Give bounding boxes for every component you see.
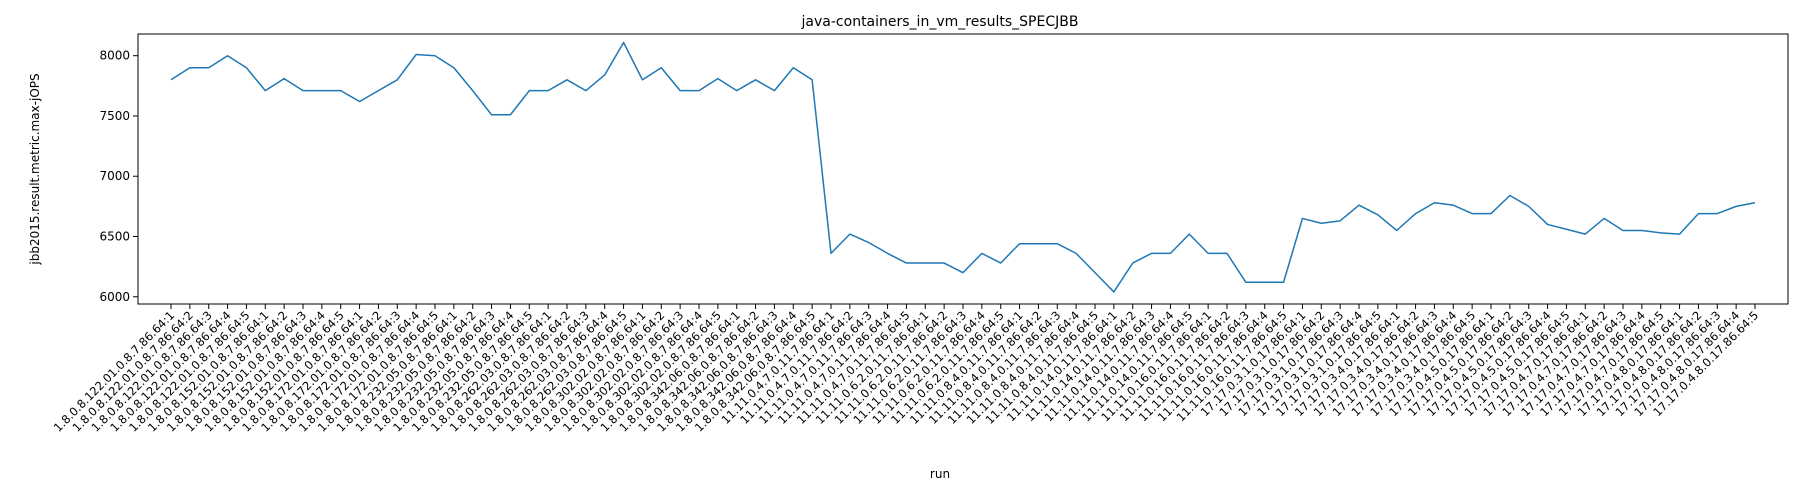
- data-point: [1414, 212, 1417, 215]
- data-point: [528, 89, 531, 92]
- data-point: [1754, 201, 1757, 204]
- y-tick-label: 7500: [99, 109, 130, 123]
- data-point: [1376, 213, 1379, 216]
- data-point: [867, 241, 870, 244]
- data-point: [170, 78, 173, 81]
- data-point: [339, 89, 342, 92]
- data-point: [924, 262, 927, 265]
- y-axis: 6000 6500 7000 7500 8000: [99, 49, 138, 304]
- data-point: [1546, 223, 1549, 226]
- y-tick-label: 8000: [99, 49, 130, 63]
- data-point: [1169, 252, 1172, 255]
- data-point: [1358, 204, 1361, 207]
- data-point: [773, 89, 776, 92]
- data-point: [490, 113, 493, 116]
- data-point: [452, 66, 455, 69]
- data-point: [1056, 242, 1059, 245]
- data-point: [566, 78, 569, 81]
- data-point: [1188, 233, 1191, 236]
- y-tick-label: 6500: [99, 230, 130, 244]
- data-point: [1301, 217, 1304, 220]
- data-point: [1640, 229, 1643, 232]
- data-point: [264, 89, 267, 92]
- data-point: [754, 78, 757, 81]
- data-point: [1565, 228, 1568, 231]
- data-point: [320, 89, 323, 92]
- data-point: [1094, 271, 1097, 274]
- y-axis-label: jbb2015.result.metric.max-jOPS: [28, 73, 42, 265]
- data-point: [1263, 281, 1266, 284]
- data-point: [698, 89, 701, 92]
- data-point: [1320, 222, 1323, 225]
- data-point: [1112, 290, 1115, 293]
- data-point: [1037, 242, 1040, 245]
- data-point: [1508, 194, 1511, 197]
- data-point: [1716, 212, 1719, 215]
- data-point: [622, 41, 625, 44]
- data-point: [415, 53, 418, 56]
- data-point: [848, 233, 851, 236]
- data-point: [716, 77, 719, 80]
- data-point: [1659, 231, 1662, 234]
- data-point: [1075, 252, 1078, 255]
- data-point: [830, 252, 833, 255]
- data-point: [980, 252, 983, 255]
- data-point: [396, 78, 399, 81]
- data-point: [207, 66, 210, 69]
- data-point: [1150, 252, 1153, 255]
- data-point: [434, 54, 437, 57]
- data-point: [302, 89, 305, 92]
- data-point: [1584, 233, 1587, 236]
- data-point: [1452, 204, 1455, 207]
- data-point: [1603, 217, 1606, 220]
- data-point: [245, 66, 248, 69]
- data-point: [377, 89, 380, 92]
- data-point: [1226, 252, 1229, 255]
- data-point: [509, 113, 512, 116]
- data-point: [679, 89, 682, 92]
- data-point: [283, 77, 286, 80]
- data-point: [999, 262, 1002, 265]
- data-point: [584, 89, 587, 92]
- data-point: [1207, 252, 1210, 255]
- data-point: [660, 66, 663, 69]
- data-point: [962, 271, 965, 274]
- data-point: [943, 262, 946, 265]
- data-point: [886, 252, 889, 255]
- y-tick-label: 7000: [99, 169, 130, 183]
- plot-area: [137, 33, 1789, 305]
- series-line: [170, 41, 1756, 293]
- data-point: [603, 73, 606, 76]
- data-point: [1490, 212, 1493, 215]
- data-point: [1395, 229, 1398, 232]
- x-axis: 1.8.0.8.122.01.0.8.7.86.64:11.8.0.8.122.…: [51, 304, 1761, 435]
- y-tick-label: 6000: [99, 290, 130, 304]
- data-point: [1131, 262, 1134, 265]
- data-point: [1433, 201, 1436, 204]
- data-point: [1018, 242, 1021, 245]
- data-point: [188, 66, 191, 69]
- data-point: [735, 89, 738, 92]
- data-point: [358, 100, 361, 103]
- data-point: [1697, 212, 1700, 215]
- x-axis-label: run: [930, 467, 950, 481]
- data-point: [811, 78, 814, 81]
- data-point: [547, 89, 550, 92]
- data-point: [1678, 233, 1681, 236]
- data-point: [1282, 281, 1285, 284]
- data-point: [226, 54, 229, 57]
- data-point: [641, 78, 644, 81]
- data-point: [1622, 229, 1625, 232]
- data-point: [471, 89, 474, 92]
- data-point: [1244, 281, 1247, 284]
- data-point: [1735, 205, 1738, 208]
- data-point: [905, 262, 908, 265]
- data-point: [1471, 212, 1474, 215]
- data-point: [1339, 219, 1342, 222]
- chart-title: java-containers_in_vm_results_SPECJBB: [801, 14, 1079, 30]
- data-point: [1527, 205, 1530, 208]
- data-point: [792, 66, 795, 69]
